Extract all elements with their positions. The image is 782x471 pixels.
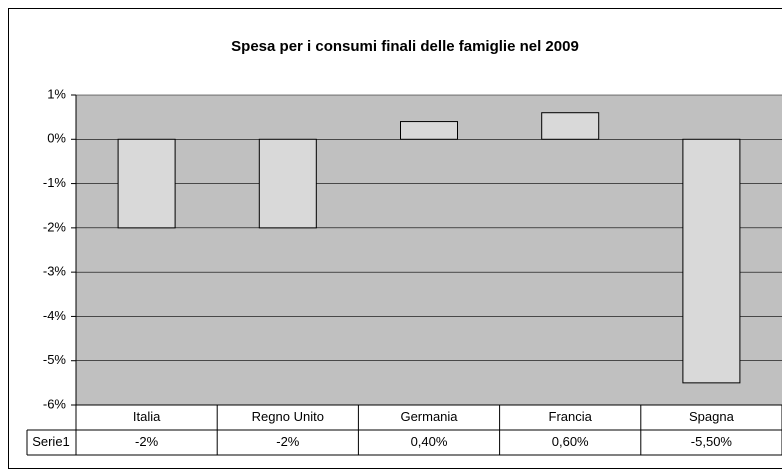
bar bbox=[400, 121, 458, 140]
y-tick-label: -4% bbox=[43, 308, 67, 323]
y-tick-label: -6% bbox=[43, 396, 67, 411]
data-label: -2% bbox=[135, 434, 159, 449]
data-label: -5,50% bbox=[691, 434, 733, 449]
y-tick-label: 0% bbox=[47, 131, 66, 146]
bar bbox=[117, 138, 176, 229]
x-tick-label: Italia bbox=[133, 409, 161, 424]
bar bbox=[682, 138, 741, 384]
y-tick-label: -5% bbox=[43, 352, 67, 367]
x-tick-label: Regno Unito bbox=[252, 409, 324, 424]
x-tick-label: Germania bbox=[400, 409, 458, 424]
plot-area bbox=[76, 95, 782, 405]
y-tick-label: -1% bbox=[43, 175, 67, 190]
data-label: -2% bbox=[276, 434, 300, 449]
y-tick-label: 1% bbox=[47, 86, 66, 101]
legend-label: Serie1 bbox=[32, 434, 70, 449]
bar bbox=[541, 112, 600, 140]
chart-title: Spesa per i consumi finali delle famigli… bbox=[231, 38, 579, 55]
x-tick-label: Francia bbox=[549, 409, 593, 424]
data-label: 0,60% bbox=[552, 434, 589, 449]
y-tick-label: -3% bbox=[43, 264, 67, 279]
bar bbox=[258, 138, 317, 229]
y-tick-label: -2% bbox=[43, 219, 67, 234]
x-tick-label: Spagna bbox=[689, 409, 735, 424]
data-label: 0,40% bbox=[411, 434, 448, 449]
